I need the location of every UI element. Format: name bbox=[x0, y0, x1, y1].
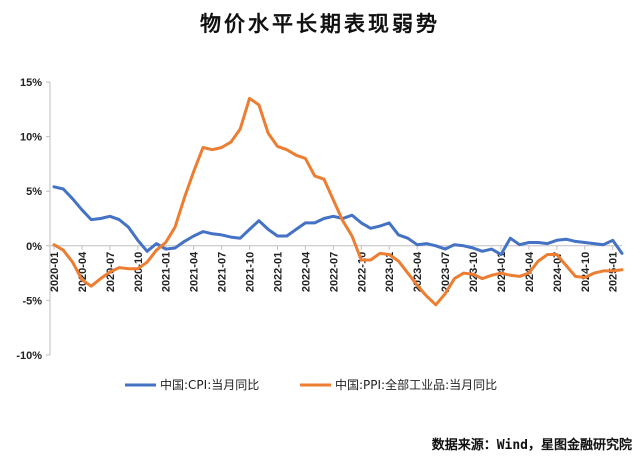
x-tick-label: 2024-07 bbox=[552, 252, 564, 292]
x-tick-label: 2021-10 bbox=[245, 252, 257, 292]
legend-cpi-label: 中国:CPI:当月同比 bbox=[160, 377, 259, 392]
legend-ppi-label: 中国:PPI:全部工业品:当月同比 bbox=[335, 377, 497, 392]
x-tick-label: 2020-10 bbox=[133, 252, 145, 292]
x-axis: 2020-01 2020-04 2020-07 2020-10 2021-01 2021-… bbox=[49, 245, 622, 292]
y-tick-label: 0% bbox=[26, 241, 42, 253]
ppi-series-line bbox=[52, 96, 624, 307]
y-tick-label: 10% bbox=[20, 132, 42, 144]
x-tick-label: 2020-01 bbox=[49, 252, 61, 292]
x-tick-label: 2021-07 bbox=[217, 252, 229, 292]
legend: 中国:CPI:当月同比 中国:PPI:全部工业品:当月同比 bbox=[125, 377, 497, 392]
x-tick-label: 2022-01 bbox=[272, 252, 284, 292]
x-tick-label: 2021-04 bbox=[189, 251, 201, 292]
y-tick-label: 15% bbox=[20, 77, 42, 89]
x-tick-label: 2022-07 bbox=[328, 252, 340, 292]
cpi-series-line bbox=[52, 185, 624, 256]
x-tick-label: 2021-01 bbox=[161, 252, 173, 292]
x-tick-label: 2023-07 bbox=[440, 252, 452, 292]
x-tick-label: 2023-10 bbox=[468, 252, 480, 292]
x-tick-label: 2022-04 bbox=[300, 251, 312, 292]
source-note: 数据来源：Wind，星图金融研究院 bbox=[431, 438, 632, 453]
y-tick-label: 5% bbox=[26, 186, 42, 198]
series-lines bbox=[52, 96, 624, 307]
chart-title: 物价水平长期表现弱势 bbox=[200, 11, 440, 36]
y-tick-label: -5% bbox=[22, 295, 42, 307]
y-axis: -10% -5% 0% 5% 10% 15% bbox=[16, 77, 51, 362]
y-tick-label: -10% bbox=[16, 350, 42, 362]
x-tick-label: 2024-10 bbox=[580, 252, 592, 292]
x-tick-label: 2023-01 bbox=[384, 252, 396, 292]
x-tick-label: 2022-10 bbox=[356, 252, 368, 292]
